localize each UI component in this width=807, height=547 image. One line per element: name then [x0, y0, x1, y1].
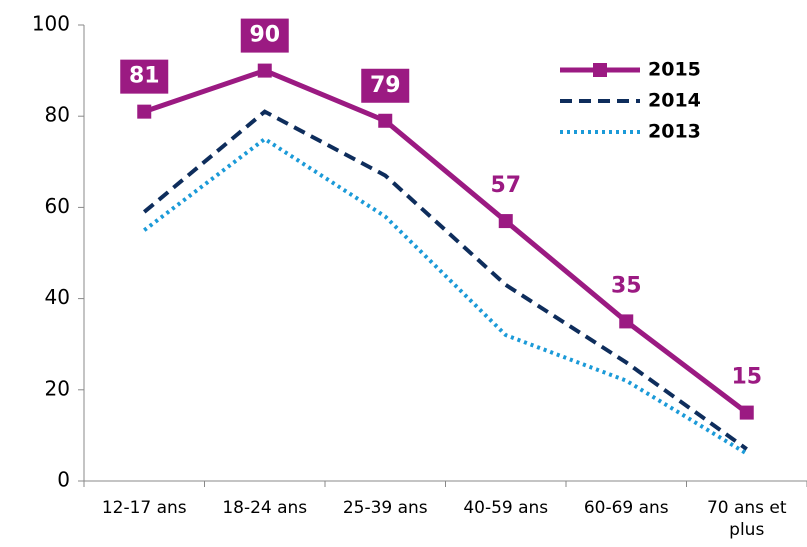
data-label: 79 [370, 73, 401, 98]
data-label-box [361, 68, 410, 103]
x-tick-label: 12-17 ans [101, 498, 187, 518]
x-tick-label: 60-69 ans [583, 498, 669, 518]
x-tick-label: 18-24 ans [222, 498, 308, 518]
x-tick-label: 25-39 ans [342, 498, 428, 518]
data-label-box [240, 18, 289, 53]
y-tick-label: 0 [57, 468, 70, 492]
data-label-box [120, 59, 169, 94]
marker [498, 214, 513, 229]
data-label: 35 [611, 273, 642, 298]
y-tick-label: 60 [45, 194, 70, 218]
x-tick-label: 70 ans et plus [706, 498, 787, 540]
marker [378, 113, 393, 128]
data-label: 81 [129, 64, 160, 89]
data-label: 57 [490, 173, 521, 198]
marker [619, 314, 634, 329]
x-tick-label: 40-59 ans [463, 498, 549, 518]
marker [739, 405, 754, 420]
legend-marker [593, 63, 607, 77]
series-line [143, 67, 749, 415]
data-label: 15 [731, 365, 762, 390]
y-tick-label: 20 [45, 376, 70, 400]
legend-label: 2015 [648, 59, 701, 81]
y-tick-label: 40 [45, 285, 70, 309]
series-line [143, 136, 748, 456]
y-tick-label: 100 [32, 12, 70, 36]
marker [257, 63, 272, 78]
legend-label: 2014 [648, 90, 701, 112]
marker [137, 104, 152, 119]
data-label: 90 [249, 23, 280, 48]
legend-label: 2013 [648, 121, 701, 143]
y-tick-label: 80 [45, 103, 70, 127]
